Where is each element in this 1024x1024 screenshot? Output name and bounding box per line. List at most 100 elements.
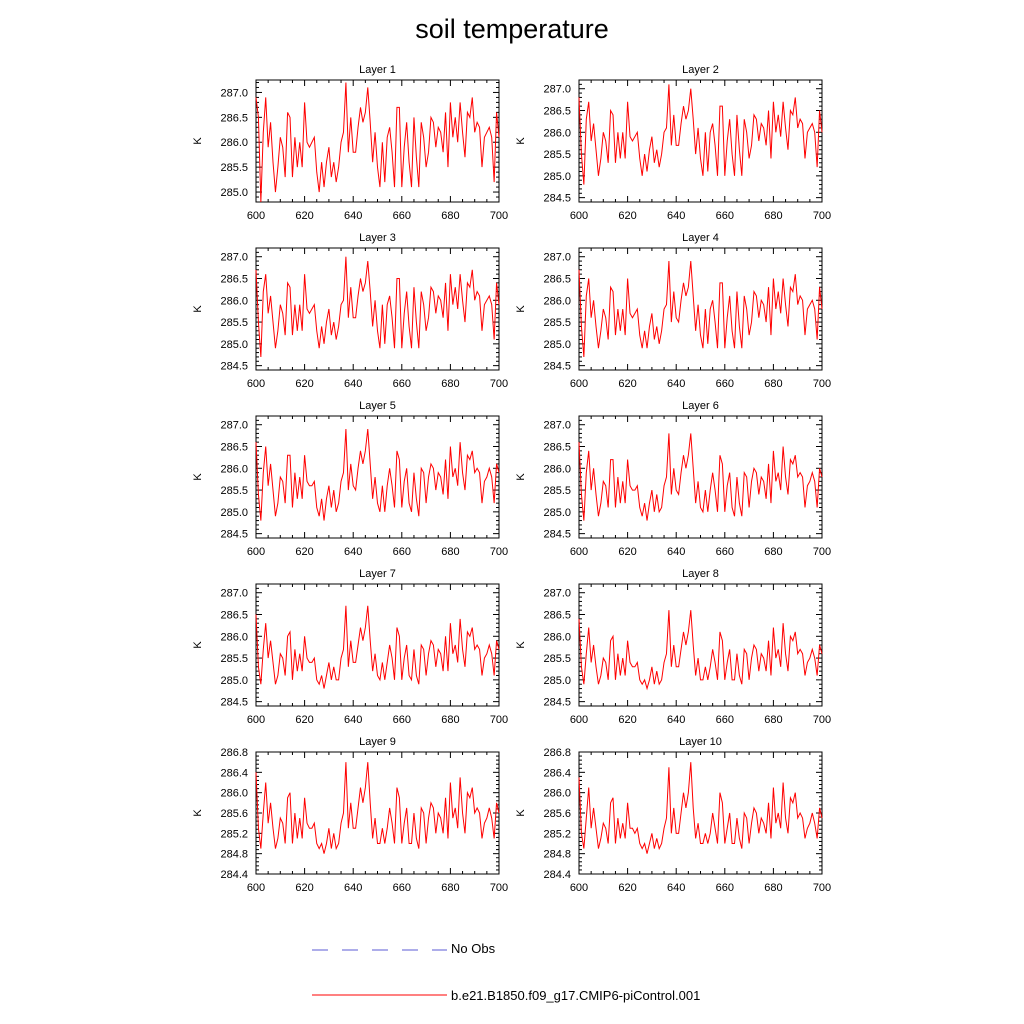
x-tick-label: 620	[618, 210, 636, 222]
y-tick-label: 285.0	[543, 339, 571, 351]
y-tick-label: 287.0	[543, 588, 571, 600]
panel-title: Layer 9	[359, 736, 396, 748]
plot-frame	[578, 583, 823, 707]
x-tick-label: 680	[441, 378, 459, 390]
chart-title: soil temperature	[415, 14, 609, 44]
y-tick-label: 285.5	[220, 317, 248, 329]
x-tick-label: 600	[570, 210, 588, 222]
chart-panel: Layer 8 K 600 620 640 660 680 700 284.5 285.0 285.…	[515, 568, 831, 726]
chart-panel: Layer 3 K 600 620 640 660 680 700 284.5 285.0 285.…	[192, 232, 508, 390]
chart-panel: Layer 5 K 600 620 640 660 680 700 284.5 285.0 285.…	[192, 400, 508, 558]
x-tick-label: 600	[570, 714, 588, 726]
y-tick-label: 284.4	[220, 869, 248, 881]
x-tick-label: 600	[247, 546, 265, 558]
panel-title: Layer 1	[359, 64, 396, 76]
legend	[312, 949, 447, 996]
chart-panel: Layer 6 K 600 620 640 660 680 700 284.5 285.0 285.…	[515, 400, 831, 558]
y-tick-label: 287.0	[220, 420, 248, 432]
x-tick-label: 640	[667, 210, 685, 222]
x-tick-label: 660	[716, 714, 734, 726]
y-tick-label: 284.4	[543, 869, 571, 881]
y-axis-label: K	[192, 473, 204, 481]
x-tick-label: 640	[344, 546, 362, 558]
chart-panel: Layer 7 K 600 620 640 660 680 700 284.5 285.0 285.…	[192, 568, 508, 726]
chart-panel: Layer 2 K 600 620 640 660 680 700 284.5 285.0 285.…	[515, 64, 831, 222]
y-tick-label: 286.0	[543, 463, 571, 475]
y-axis-label: K	[192, 641, 204, 649]
y-tick-label: 287.0	[220, 588, 248, 600]
y-tick-label: 284.5	[220, 361, 248, 373]
y-tick-label: 284.5	[220, 529, 248, 541]
x-tick-label: 680	[441, 546, 459, 558]
y-tick-label: 284.8	[220, 849, 248, 861]
x-tick-label: 600	[247, 210, 265, 222]
x-tick-label: 700	[490, 378, 508, 390]
y-axis-label: K	[515, 305, 527, 313]
series-line	[578, 261, 823, 357]
y-axis-label: K	[515, 137, 527, 145]
x-tick-label: 680	[764, 378, 782, 390]
panel-title: Layer 8	[682, 568, 719, 580]
y-tick-label: 284.5	[543, 697, 571, 709]
x-tick-label: 640	[667, 546, 685, 558]
panel-title: Layer 2	[682, 64, 719, 76]
x-tick-label: 600	[247, 714, 265, 726]
x-tick-label: 620	[295, 546, 313, 558]
x-tick-label: 700	[813, 882, 831, 894]
series-line	[255, 762, 500, 854]
y-tick-label: 286.0	[220, 295, 248, 307]
series-line	[578, 762, 823, 854]
x-tick-label: 620	[295, 378, 313, 390]
series-line	[255, 429, 500, 521]
x-tick-label: 700	[813, 210, 831, 222]
y-tick-label: 285.5	[543, 653, 571, 665]
x-tick-label: 700	[490, 546, 508, 558]
chart-panel: Layer 1 K 600 620 640 660 680 700 285.0 285.5 286.…	[192, 64, 508, 222]
x-tick-label: 680	[764, 882, 782, 894]
y-axis-label: K	[515, 641, 527, 649]
y-tick-label: 284.5	[220, 697, 248, 709]
y-tick-label: 286.8	[543, 747, 571, 759]
y-tick-label: 285.5	[220, 485, 248, 497]
y-tick-label: 286.5	[220, 442, 248, 454]
y-tick-label: 285.2	[220, 828, 248, 840]
y-tick-label: 284.8	[543, 849, 571, 861]
y-tick-label: 286.0	[220, 463, 248, 475]
y-tick-label: 286.5	[543, 442, 571, 454]
x-tick-label: 700	[813, 546, 831, 558]
y-tick-label: 285.2	[543, 828, 571, 840]
y-tick-label: 286.5	[543, 106, 571, 118]
y-tick-label: 285.5	[543, 485, 571, 497]
x-tick-label: 620	[295, 210, 313, 222]
x-tick-label: 680	[441, 714, 459, 726]
plot-frame	[578, 79, 823, 203]
series-line	[578, 610, 823, 691]
x-tick-label: 640	[667, 378, 685, 390]
y-tick-label: 284.5	[543, 193, 571, 205]
y-tick-label: 286.4	[543, 767, 571, 779]
y-tick-label: 286.0	[543, 788, 571, 800]
y-tick-label: 286.0	[543, 127, 571, 139]
x-tick-label: 600	[570, 546, 588, 558]
panel-title: Layer 7	[359, 568, 396, 580]
y-tick-label: 286.5	[220, 274, 248, 286]
x-tick-label: 640	[344, 882, 362, 894]
x-tick-label: 660	[716, 546, 734, 558]
y-tick-label: 287.0	[543, 420, 571, 432]
plot-frame	[255, 415, 500, 539]
y-tick-label: 285.5	[220, 162, 248, 174]
y-tick-label: 285.0	[220, 187, 248, 199]
x-tick-label: 700	[490, 882, 508, 894]
x-tick-label: 600	[247, 378, 265, 390]
panel-title: Layer 3	[359, 232, 396, 244]
y-tick-label: 284.5	[543, 529, 571, 541]
x-tick-label: 700	[490, 210, 508, 222]
plot-frame	[255, 79, 500, 203]
y-tick-label: 286.4	[220, 767, 248, 779]
x-tick-label: 620	[618, 378, 636, 390]
y-tick-label: 286.5	[220, 112, 248, 124]
y-tick-label: 285.5	[543, 149, 571, 161]
y-tick-label: 285.0	[220, 675, 248, 687]
series-line	[255, 605, 500, 689]
x-tick-label: 700	[490, 714, 508, 726]
